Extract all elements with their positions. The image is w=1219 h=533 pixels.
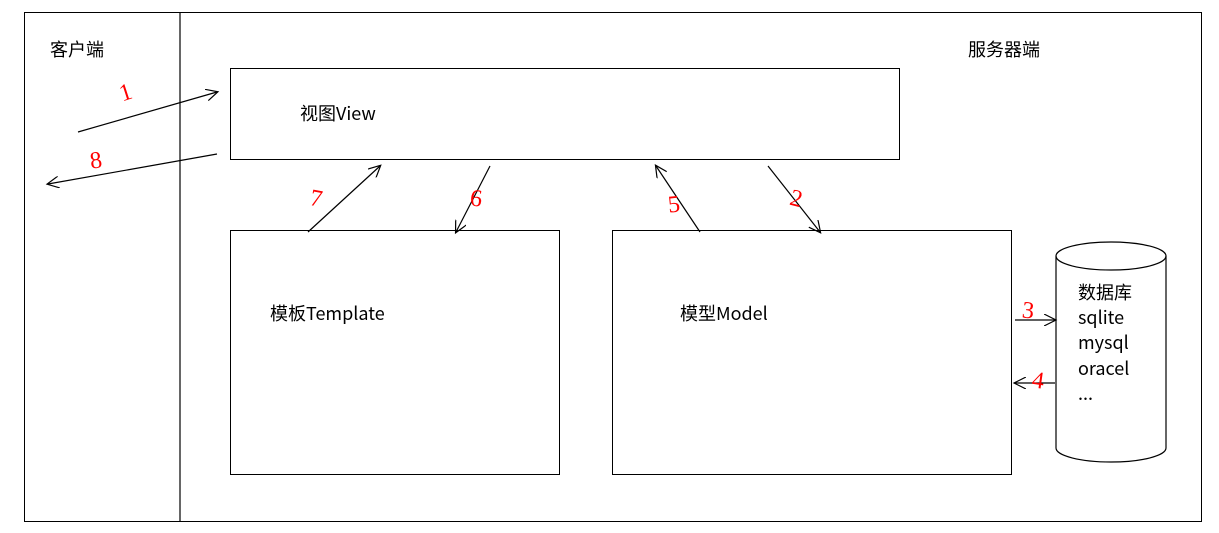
db-line-1: sqlite [1078, 305, 1132, 330]
template-box [230, 230, 560, 475]
server-label: 服务器端 [968, 36, 1040, 62]
client-label: 客户端 [50, 36, 104, 62]
model-box [612, 230, 1012, 475]
diagram-stage: 客户端 服务器端 视图View 模板Template 模型Model 数据库 s… [0, 0, 1219, 533]
arrow-1 [78, 92, 217, 132]
db-line-2: mysql [1078, 330, 1132, 355]
db-line-3: oracel [1078, 356, 1132, 381]
database-text: 数据库 sqlite mysql oracel ... [1078, 280, 1132, 406]
model-label: 模型Model [680, 300, 768, 326]
db-line-0: 数据库 [1078, 280, 1132, 305]
db-line-4: ... [1078, 381, 1132, 406]
view-label: 视图View [300, 100, 376, 126]
arrow-8 [48, 154, 217, 184]
template-label: 模板Template [270, 300, 385, 326]
